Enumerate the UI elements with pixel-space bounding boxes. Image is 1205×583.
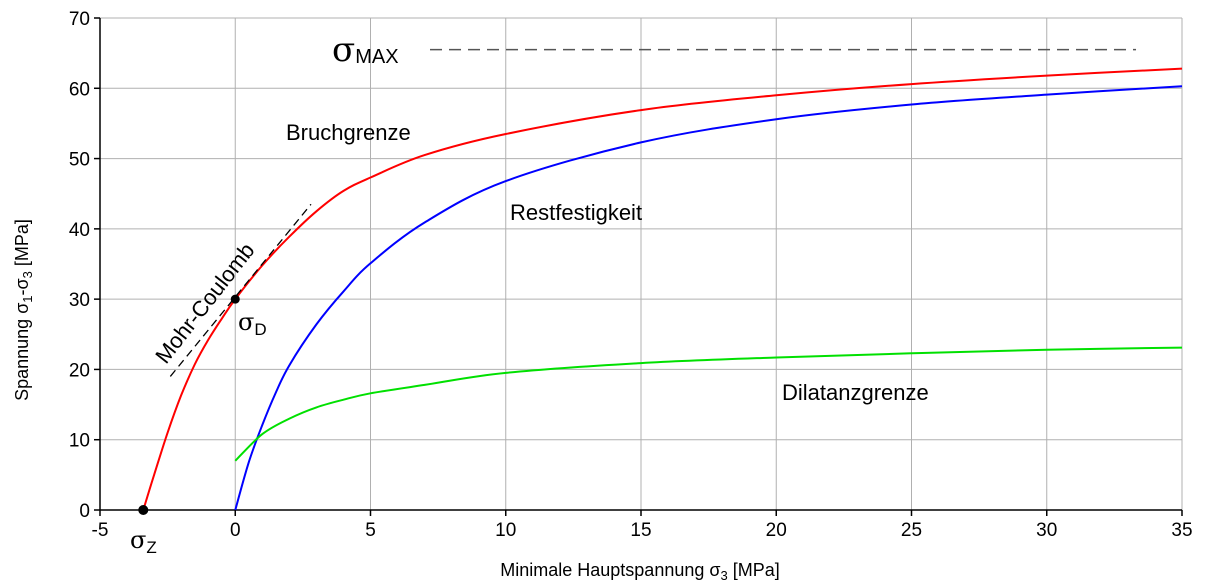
y-tick-label: 10 <box>69 431 90 452</box>
sigma-max-label: σMAX <box>332 30 399 70</box>
x-tick-label: 25 <box>901 520 922 541</box>
x-tick-label: 15 <box>630 520 651 541</box>
y-tick-label: 0 <box>79 501 90 522</box>
series-layer <box>142 67 1183 511</box>
sigma-z-label: σZ <box>130 526 157 557</box>
mohr-coulomb-line <box>169 203 312 377</box>
y-tick-label: 40 <box>69 220 90 241</box>
x-tick-label: 10 <box>495 520 516 541</box>
x-tick-label: 5 <box>365 520 376 541</box>
y-tick-label: 60 <box>69 79 90 100</box>
x-tick-label: 35 <box>1171 520 1192 541</box>
x-tick-label: 30 <box>1036 520 1057 541</box>
y-tick-label: 70 <box>69 9 90 30</box>
x-axis-title: Minimale Hauptspannung σ3 [MPa] <box>500 560 780 583</box>
y-axis-title: Spannung σ1-σ3 [MPa] <box>12 219 35 401</box>
mohr-coulomb-label: Mohr-Coulomb <box>150 238 259 368</box>
restfestigkeit-label: Restfestigkeit <box>510 200 642 225</box>
y-tick-label: 50 <box>69 150 90 171</box>
series-restfestigkeit-line <box>234 85 1183 511</box>
sigma-z-point <box>138 505 149 515</box>
x-tick-label: -5 <box>92 520 109 541</box>
series-dilatanzgrenze-line <box>234 346 1183 462</box>
sigma-d-point <box>230 294 240 304</box>
y-tick-label: 30 <box>69 290 90 311</box>
y-tick-label: 20 <box>69 360 90 381</box>
x-tick-label: 0 <box>230 520 241 541</box>
x-tick-label: 20 <box>766 520 787 541</box>
sigma-d-label: σD <box>238 308 267 339</box>
dilatanzgrenze-label: Dilatanzgrenze <box>782 380 929 405</box>
bruchgrenze-label: Bruchgrenze <box>286 120 411 145</box>
series-bruchgrenze-line <box>142 67 1183 511</box>
